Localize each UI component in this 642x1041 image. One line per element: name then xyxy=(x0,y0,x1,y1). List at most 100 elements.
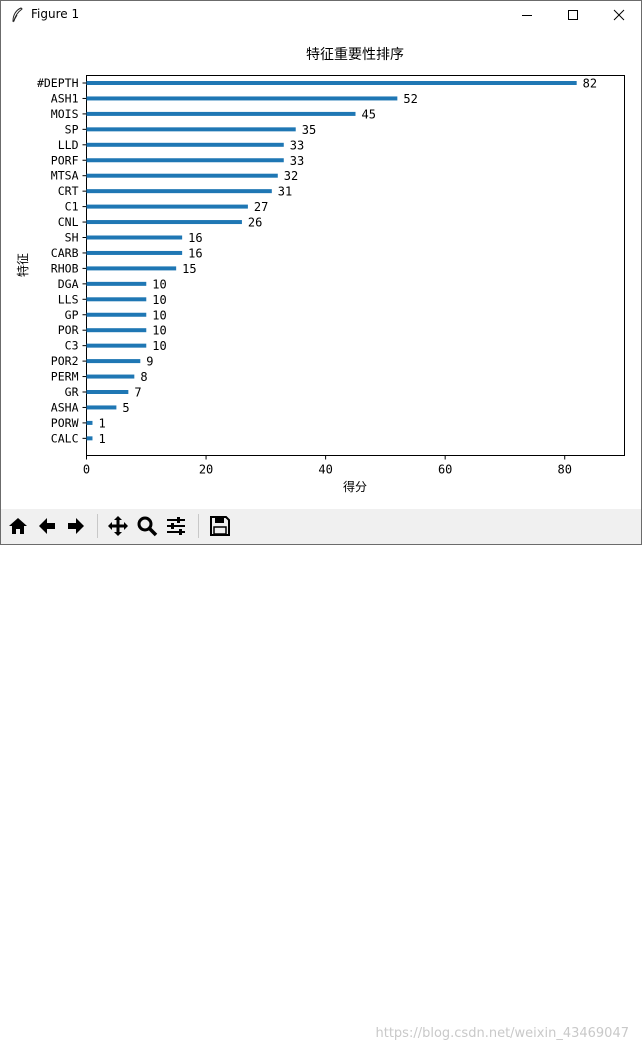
bar-lls xyxy=(86,297,147,302)
subplots-sliders-icon xyxy=(167,517,185,535)
bar-value-label: 10 xyxy=(152,308,166,322)
bar-value-label: 8 xyxy=(140,370,147,384)
back-button[interactable] xyxy=(34,513,60,539)
y-tick-label: CNL xyxy=(58,215,79,229)
feather-app-icon xyxy=(12,7,23,23)
y-tick-label: MTSA xyxy=(51,169,79,183)
y-tick-label: #DEPTH xyxy=(37,76,79,90)
maximize-icon xyxy=(568,10,578,20)
y-tick-label: LLS xyxy=(58,292,79,306)
bar-value-label: 35 xyxy=(302,123,316,137)
toolbar-separator xyxy=(97,514,98,538)
title-bar[interactable]: Figure 1 xyxy=(1,1,641,29)
bar-value-label: 10 xyxy=(152,339,166,353)
bar-gr xyxy=(86,390,129,394)
bar-rhob xyxy=(86,266,177,271)
bar-lld xyxy=(86,142,284,147)
y-tick-label: POR2 xyxy=(51,354,79,368)
bar-value-label: 1 xyxy=(98,416,105,430)
bar-crt xyxy=(86,189,272,194)
bar-value-label: 9 xyxy=(146,355,153,369)
subplots-button[interactable] xyxy=(163,513,189,539)
home-button[interactable] xyxy=(5,513,31,539)
bar-calc xyxy=(86,436,93,441)
bar-value-label: 10 xyxy=(152,277,166,291)
x-tick-label: 60 xyxy=(438,463,452,477)
window-title: Figure 1 xyxy=(31,7,80,21)
navigation-toolbar: https://blog.csdn.net/weixin_43469047 xyxy=(1,509,641,1041)
zoom-button[interactable] xyxy=(134,513,160,539)
bar-por xyxy=(86,328,147,333)
y-tick-label: ASH1 xyxy=(51,91,79,105)
x-tick-label: 0 xyxy=(83,463,90,477)
bar-asha xyxy=(86,405,117,410)
bar-value-label: 31 xyxy=(278,185,292,199)
bar-perm xyxy=(86,374,135,379)
bar-mois xyxy=(86,111,356,116)
y-tick-label: LLD xyxy=(58,138,79,152)
bar-value-label: 32 xyxy=(284,169,298,183)
minimize-icon xyxy=(522,15,532,16)
bar-value-label: 33 xyxy=(290,138,304,152)
bar-value-label: 33 xyxy=(290,154,304,168)
y-tick-label: SH xyxy=(65,231,79,245)
forward-button[interactable] xyxy=(63,513,89,539)
y-tick-label: POR xyxy=(58,323,79,337)
maximize-button[interactable] xyxy=(550,1,596,29)
y-tick-label: SP xyxy=(65,122,79,136)
pan-button[interactable] xyxy=(105,513,131,539)
save-floppy-icon xyxy=(210,516,230,536)
bar-value-label: 82 xyxy=(583,77,597,91)
y-tick-label: RHOB xyxy=(51,261,79,275)
bar-gp xyxy=(86,312,147,317)
bar-sp xyxy=(86,127,296,132)
bar-value-label: 16 xyxy=(188,231,202,245)
bar-value-label: 10 xyxy=(152,293,166,307)
bar-value-label: 1 xyxy=(98,432,105,446)
bar-value-label: 16 xyxy=(188,246,202,260)
bar-mtsa xyxy=(86,173,278,178)
y-tick-label: ASHA xyxy=(51,400,79,414)
x-tick-label: 40 xyxy=(318,463,332,477)
y-tick-label: GP xyxy=(65,308,79,322)
y-tick-label: DGA xyxy=(58,277,79,291)
bar-dga xyxy=(86,281,147,286)
bar-c3 xyxy=(86,343,147,348)
forward-arrow-icon xyxy=(68,518,84,534)
bar-value-label: 15 xyxy=(182,262,196,276)
y-tick-label: PERM xyxy=(51,370,79,384)
pan-move-icon xyxy=(108,516,128,536)
bar-cnl xyxy=(86,220,242,225)
x-axis-label: 得分 xyxy=(343,479,367,494)
back-arrow-icon xyxy=(39,518,55,534)
bar-porw xyxy=(86,420,93,425)
bar-por2 xyxy=(86,359,141,364)
y-tick-label: CARB xyxy=(51,246,79,260)
plot-area xyxy=(86,75,625,456)
bar-sh xyxy=(86,235,183,240)
close-button[interactable] xyxy=(596,1,642,29)
y-tick-label: CRT xyxy=(58,184,79,198)
y-tick-label: PORW xyxy=(51,416,79,430)
y-tick-label: C1 xyxy=(65,200,79,214)
figure-canvas: 特征重要性排序 82524535333332312726161615101010… xyxy=(15,47,625,494)
bar-value-label: 5 xyxy=(122,401,129,415)
bar-depth xyxy=(86,81,577,85)
bar-c1 xyxy=(86,204,248,209)
y-tick-label: PORF xyxy=(51,153,79,167)
bar-porf xyxy=(86,158,284,163)
y-axis-label: 特征 xyxy=(15,253,30,277)
bar-value-label: 10 xyxy=(152,324,166,338)
chart-title: 特征重要性排序 xyxy=(306,47,404,63)
y-tick-label: C3 xyxy=(65,339,79,353)
home-icon xyxy=(9,518,27,534)
zoom-magnifier-icon xyxy=(137,516,158,537)
bar-value-label: 45 xyxy=(362,107,376,121)
bar-value-label: 26 xyxy=(248,216,262,230)
minimize-button[interactable] xyxy=(504,1,550,29)
bar-value-label: 27 xyxy=(254,200,268,214)
bar-carb xyxy=(86,250,183,255)
toolbar-separator xyxy=(198,514,199,538)
close-icon xyxy=(613,9,625,21)
save-button[interactable] xyxy=(207,513,233,539)
